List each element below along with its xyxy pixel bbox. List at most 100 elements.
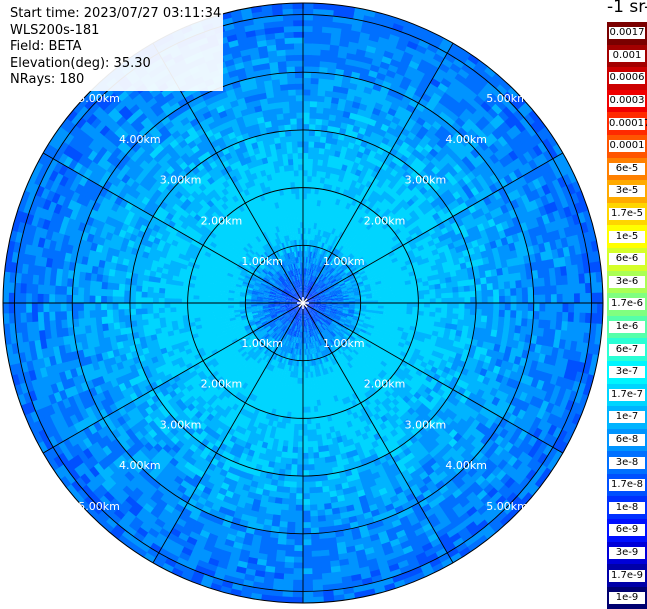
range-gate: [288, 504, 296, 511]
range-gate: [482, 303, 489, 310]
range-gate: [306, 384, 310, 391]
range-gate: [562, 294, 569, 304]
range-gate: [441, 293, 448, 299]
range-gate: [296, 482, 303, 489]
range-gate: [310, 516, 319, 523]
range-gate: [293, 545, 303, 552]
range-gate: [294, 516, 303, 523]
range-gate: [372, 298, 379, 301]
range-gate: [292, 591, 303, 598]
range-gate: [306, 389, 310, 396]
range-gate: [308, 458, 315, 465]
range-gate: [493, 289, 500, 297]
range-gate: [378, 297, 385, 300]
range-gate: [299, 401, 303, 407]
range-gate: [424, 294, 431, 299]
range-gate: [533, 311, 540, 320]
range-gate: [294, 522, 303, 529]
range-gate: [510, 288, 517, 297]
range-gate: [292, 580, 303, 587]
range-gate: [499, 303, 506, 311]
range-gate: [458, 292, 465, 299]
range-gate: [303, 100, 311, 107]
range-gate: [287, 510, 296, 517]
range-gate: [310, 95, 318, 102]
range-gate: [297, 447, 303, 453]
range-gate: [296, 464, 303, 470]
range-gate: [499, 310, 506, 318]
range-gate: [305, 378, 308, 385]
range-gate: [533, 286, 540, 295]
range-gate: [303, 181, 308, 187]
range-gate: [453, 303, 459, 309]
range-gate: [303, 49, 313, 56]
range-gate: [580, 303, 587, 314]
range-gate: [516, 303, 523, 312]
range-gate: [302, 591, 313, 598]
range-gate: [302, 562, 312, 569]
range-gate: [487, 303, 494, 310]
range-gate: [557, 303, 564, 313]
range-gate: [295, 499, 303, 506]
range-gate: [464, 291, 471, 298]
range-gate: [295, 511, 303, 518]
range-gate: [294, 539, 303, 546]
range-gate: [418, 303, 424, 308]
range-gate: [307, 418, 312, 425]
range-gate: [303, 20, 314, 27]
range-gate: [453, 292, 460, 298]
range-gate: [309, 504, 317, 511]
range-gate: [302, 574, 313, 581]
range-gate: [292, 574, 303, 581]
range-gate: [298, 430, 303, 436]
range-gate: [476, 290, 483, 297]
range-gate: [310, 83, 319, 90]
range-gate: [288, 499, 296, 506]
range-gate: [302, 568, 313, 575]
range-gate: [303, 175, 308, 181]
range-gate: [303, 124, 310, 131]
range-gate: [293, 557, 303, 564]
range-gate: [309, 510, 318, 517]
range-gate: [493, 310, 500, 318]
range-gate: [447, 292, 454, 298]
range-gate: [303, 152, 309, 158]
range-gate: [298, 424, 303, 430]
range-gate: [511, 303, 518, 311]
range-gate: [308, 464, 315, 471]
range-gate: [591, 293, 598, 304]
range-gate: [302, 580, 313, 587]
range-gate: [296, 476, 303, 483]
range-gate: [384, 297, 391, 301]
range-gate: [534, 303, 541, 312]
range-gate: [303, 25, 314, 32]
range-gate: [487, 290, 494, 298]
range-gate: [303, 118, 310, 125]
range-gate: [296, 487, 303, 494]
range-gate: [510, 310, 517, 319]
range-gate: [310, 101, 318, 108]
range-gate: [303, 106, 311, 113]
range-gate: [574, 293, 581, 304]
range-gate: [309, 112, 317, 119]
range-gate: [303, 199, 307, 205]
range-gate: [305, 372, 308, 379]
range-gate: [545, 294, 552, 304]
range-gate: [288, 493, 296, 500]
range-gate: [307, 430, 312, 437]
range-gate: [436, 303, 442, 308]
range-gate: [504, 310, 511, 318]
range-gate: [299, 407, 303, 413]
range-gate: [295, 505, 303, 512]
range-gate: [516, 288, 523, 297]
range-gate: [307, 447, 313, 454]
range-gate: [401, 296, 408, 300]
range-gate: [441, 303, 447, 309]
range-gate: [303, 8, 314, 15]
range-gate: [539, 286, 546, 296]
range-gate: [287, 516, 296, 523]
range-gate: [310, 89, 319, 96]
range-gate: [430, 303, 436, 308]
range-gate: [551, 294, 558, 304]
range-gate: [395, 296, 402, 300]
